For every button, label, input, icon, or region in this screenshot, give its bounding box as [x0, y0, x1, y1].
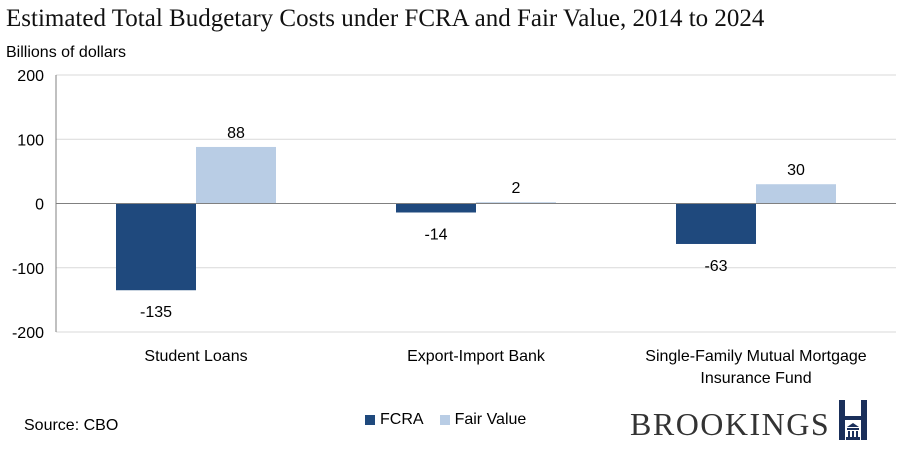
- y-tick-label: 100: [17, 132, 44, 149]
- y-tick-label: -200: [12, 325, 44, 342]
- building-icon: [839, 400, 868, 440]
- legend-item-fair-value: Fair Value: [439, 411, 527, 429]
- legend-swatch-fair-value: [439, 415, 450, 425]
- bar-fcra-student-loans: [116, 203, 196, 291]
- data-label-fair-value: 2: [512, 180, 521, 197]
- x-tick-label: Export-Import Bank: [407, 348, 546, 365]
- bar-fcra-export-import-bank: [396, 203, 476, 213]
- y-tick-label: 200: [17, 68, 44, 85]
- bar-fair-value-single-family-mutual-mortgage-insurance-fund: [756, 184, 836, 204]
- chart-legend: FCRA Fair Value: [365, 411, 542, 429]
- legend-swatch-fcra: [365, 415, 375, 425]
- y-tick-label: 0: [35, 197, 44, 214]
- bar-fair-value-export-import-bank: [476, 202, 556, 204]
- x-tick-label: Insurance Fund: [700, 370, 811, 387]
- chart-title: Estimated Total Budgetary Costs under FC…: [6, 5, 765, 32]
- y-tick-label: -100: [12, 261, 44, 278]
- source-note: Source: CBO: [24, 417, 119, 434]
- data-label-fcra: -14: [424, 226, 447, 243]
- data-label-fcra: -135: [140, 304, 172, 321]
- brookings-wordmark: BROOKINGS: [630, 406, 831, 442]
- bar-fair-value-student-loans: [196, 146, 276, 204]
- x-tick-label: Student Loans: [144, 348, 247, 365]
- data-label-fcra: -63: [704, 258, 727, 275]
- data-label-fair-value: 30: [787, 162, 805, 179]
- brookings-logo: BROOKINGS: [630, 400, 868, 440]
- legend-item-fcra: FCRA: [365, 411, 424, 429]
- bar-fcra-single-family-mutual-mortgage-insurance-fund: [676, 203, 756, 244]
- legend-label-fcra: FCRA: [380, 411, 424, 428]
- y-axis-unit-label: Billions of dollars: [6, 44, 127, 61]
- x-tick-label: Single-Family Mutual Mortgage: [645, 348, 867, 365]
- data-label-fair-value: 88: [227, 125, 245, 142]
- legend-label-fair-value: Fair Value: [454, 411, 527, 428]
